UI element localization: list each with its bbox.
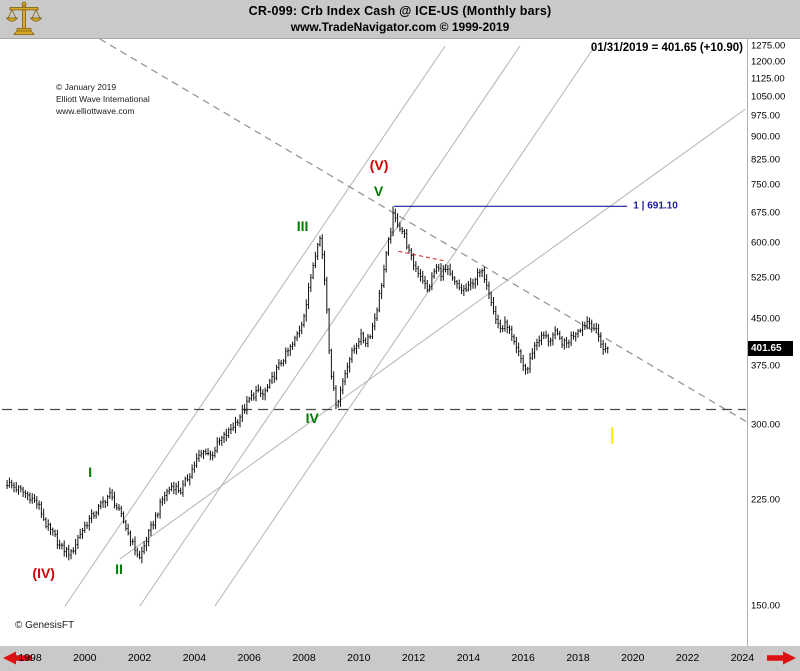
x-axis-label: 2018: [566, 652, 590, 664]
scroll-right-arrow-icon[interactable]: [764, 650, 798, 666]
current-price-box: 401.65: [748, 340, 793, 356]
y-axis-label: 225.00: [751, 494, 781, 506]
target-price-label: 1 | 691.10: [633, 200, 678, 212]
y-axis-label: 150.00: [751, 600, 781, 612]
red-dash-annotation: [398, 250, 447, 262]
wave-label-III: III: [296, 218, 309, 235]
x-axis-label: 2022: [675, 652, 700, 664]
wave-label-I: I: [88, 464, 93, 481]
y-axis-label: 975.00: [751, 110, 781, 122]
price-plot: [2, 39, 748, 646]
channel-line-1: [64, 45, 446, 607]
channel-line-2: [139, 45, 521, 607]
source-copyright-line: www.TradeNavigator.com © 1999-2019: [290, 20, 510, 34]
watermark-line-3: www.elliottwave.com: [56, 106, 135, 116]
x-axis-label: 2004: [182, 652, 207, 664]
ohlc-bars: [6, 206, 609, 564]
chart-area[interactable]: 01/31/2019 = 401.65 (+10.90) © January 2…: [0, 38, 800, 647]
channel-line-3: [214, 45, 596, 607]
x-axis-label: 2016: [511, 652, 535, 664]
scales-logo-icon: [4, 1, 44, 38]
y-axis-label: 1275.00: [751, 40, 786, 52]
scroll-left-arrow-icon[interactable]: [1, 650, 35, 666]
x-axis-label: 2008: [292, 652, 316, 664]
x-axis-label: 2012: [401, 652, 426, 664]
genesis-credit: © GenesisFT: [15, 620, 75, 631]
scales-logo-svg: [5, 1, 43, 35]
y-axis-label: 1125.00: [751, 73, 785, 85]
y-axis-label: 900.00: [751, 131, 781, 143]
elliott-wave-watermark: © January 2019 Elliott Wave Internationa…: [56, 81, 150, 117]
x-axis-label: 2002: [127, 652, 152, 664]
wave-label-V: V: [373, 182, 384, 199]
y-axis-label: 675.00: [751, 207, 781, 218]
declining-dashed: [99, 39, 746, 423]
chart-header: CR-099: Crb Index Cash @ ICE-US (Monthly…: [0, 0, 800, 38]
y-axis-label: 750.00: [751, 179, 781, 191]
x-axis-label: 2024: [730, 652, 755, 664]
y-axis-label: 825.00: [751, 154, 781, 166]
y-axis-label: 600.00: [751, 237, 781, 249]
wave-label-IV: IV: [305, 409, 319, 426]
x-axis-label: 1998: [18, 652, 42, 664]
last-bar-readout: 01/31/2019 = 401.65 (+10.90): [590, 42, 743, 54]
wave-label-pIVp: (IV): [32, 565, 55, 582]
watermark-line-1: © January 2019: [56, 82, 117, 92]
wave-label-pVp: (V): [369, 157, 389, 174]
chart-title: CR-099: Crb Index Cash @ ICE-US (Monthly…: [248, 4, 552, 18]
y-axis-label: 375.00: [751, 360, 781, 372]
x-axis-label: 2010: [347, 652, 371, 664]
y-axis-label: 300.00: [751, 419, 781, 431]
x-axis-label: 2014: [456, 652, 481, 664]
x-axis-label: 2006: [237, 652, 261, 664]
watermark-line-2: Elliott Wave International: [56, 94, 150, 104]
y-axis-label: 525.00: [751, 272, 781, 284]
support-line: [119, 108, 746, 560]
y-axis-label: 450.00: [751, 313, 781, 325]
x-axis: 1998 2000 2002 2004 2006 2008 2010 2012 2014 2016…: [0, 646, 800, 671]
x-axis-label: 2020: [621, 652, 645, 664]
x-axis-label: 2000: [73, 652, 97, 664]
ohlc-open-close-ticks: [6, 212, 609, 558]
wave-label-II: II: [115, 560, 123, 577]
y-axis-label: 1050.00: [751, 91, 786, 103]
y-axis-label: 1200.00: [751, 56, 786, 68]
